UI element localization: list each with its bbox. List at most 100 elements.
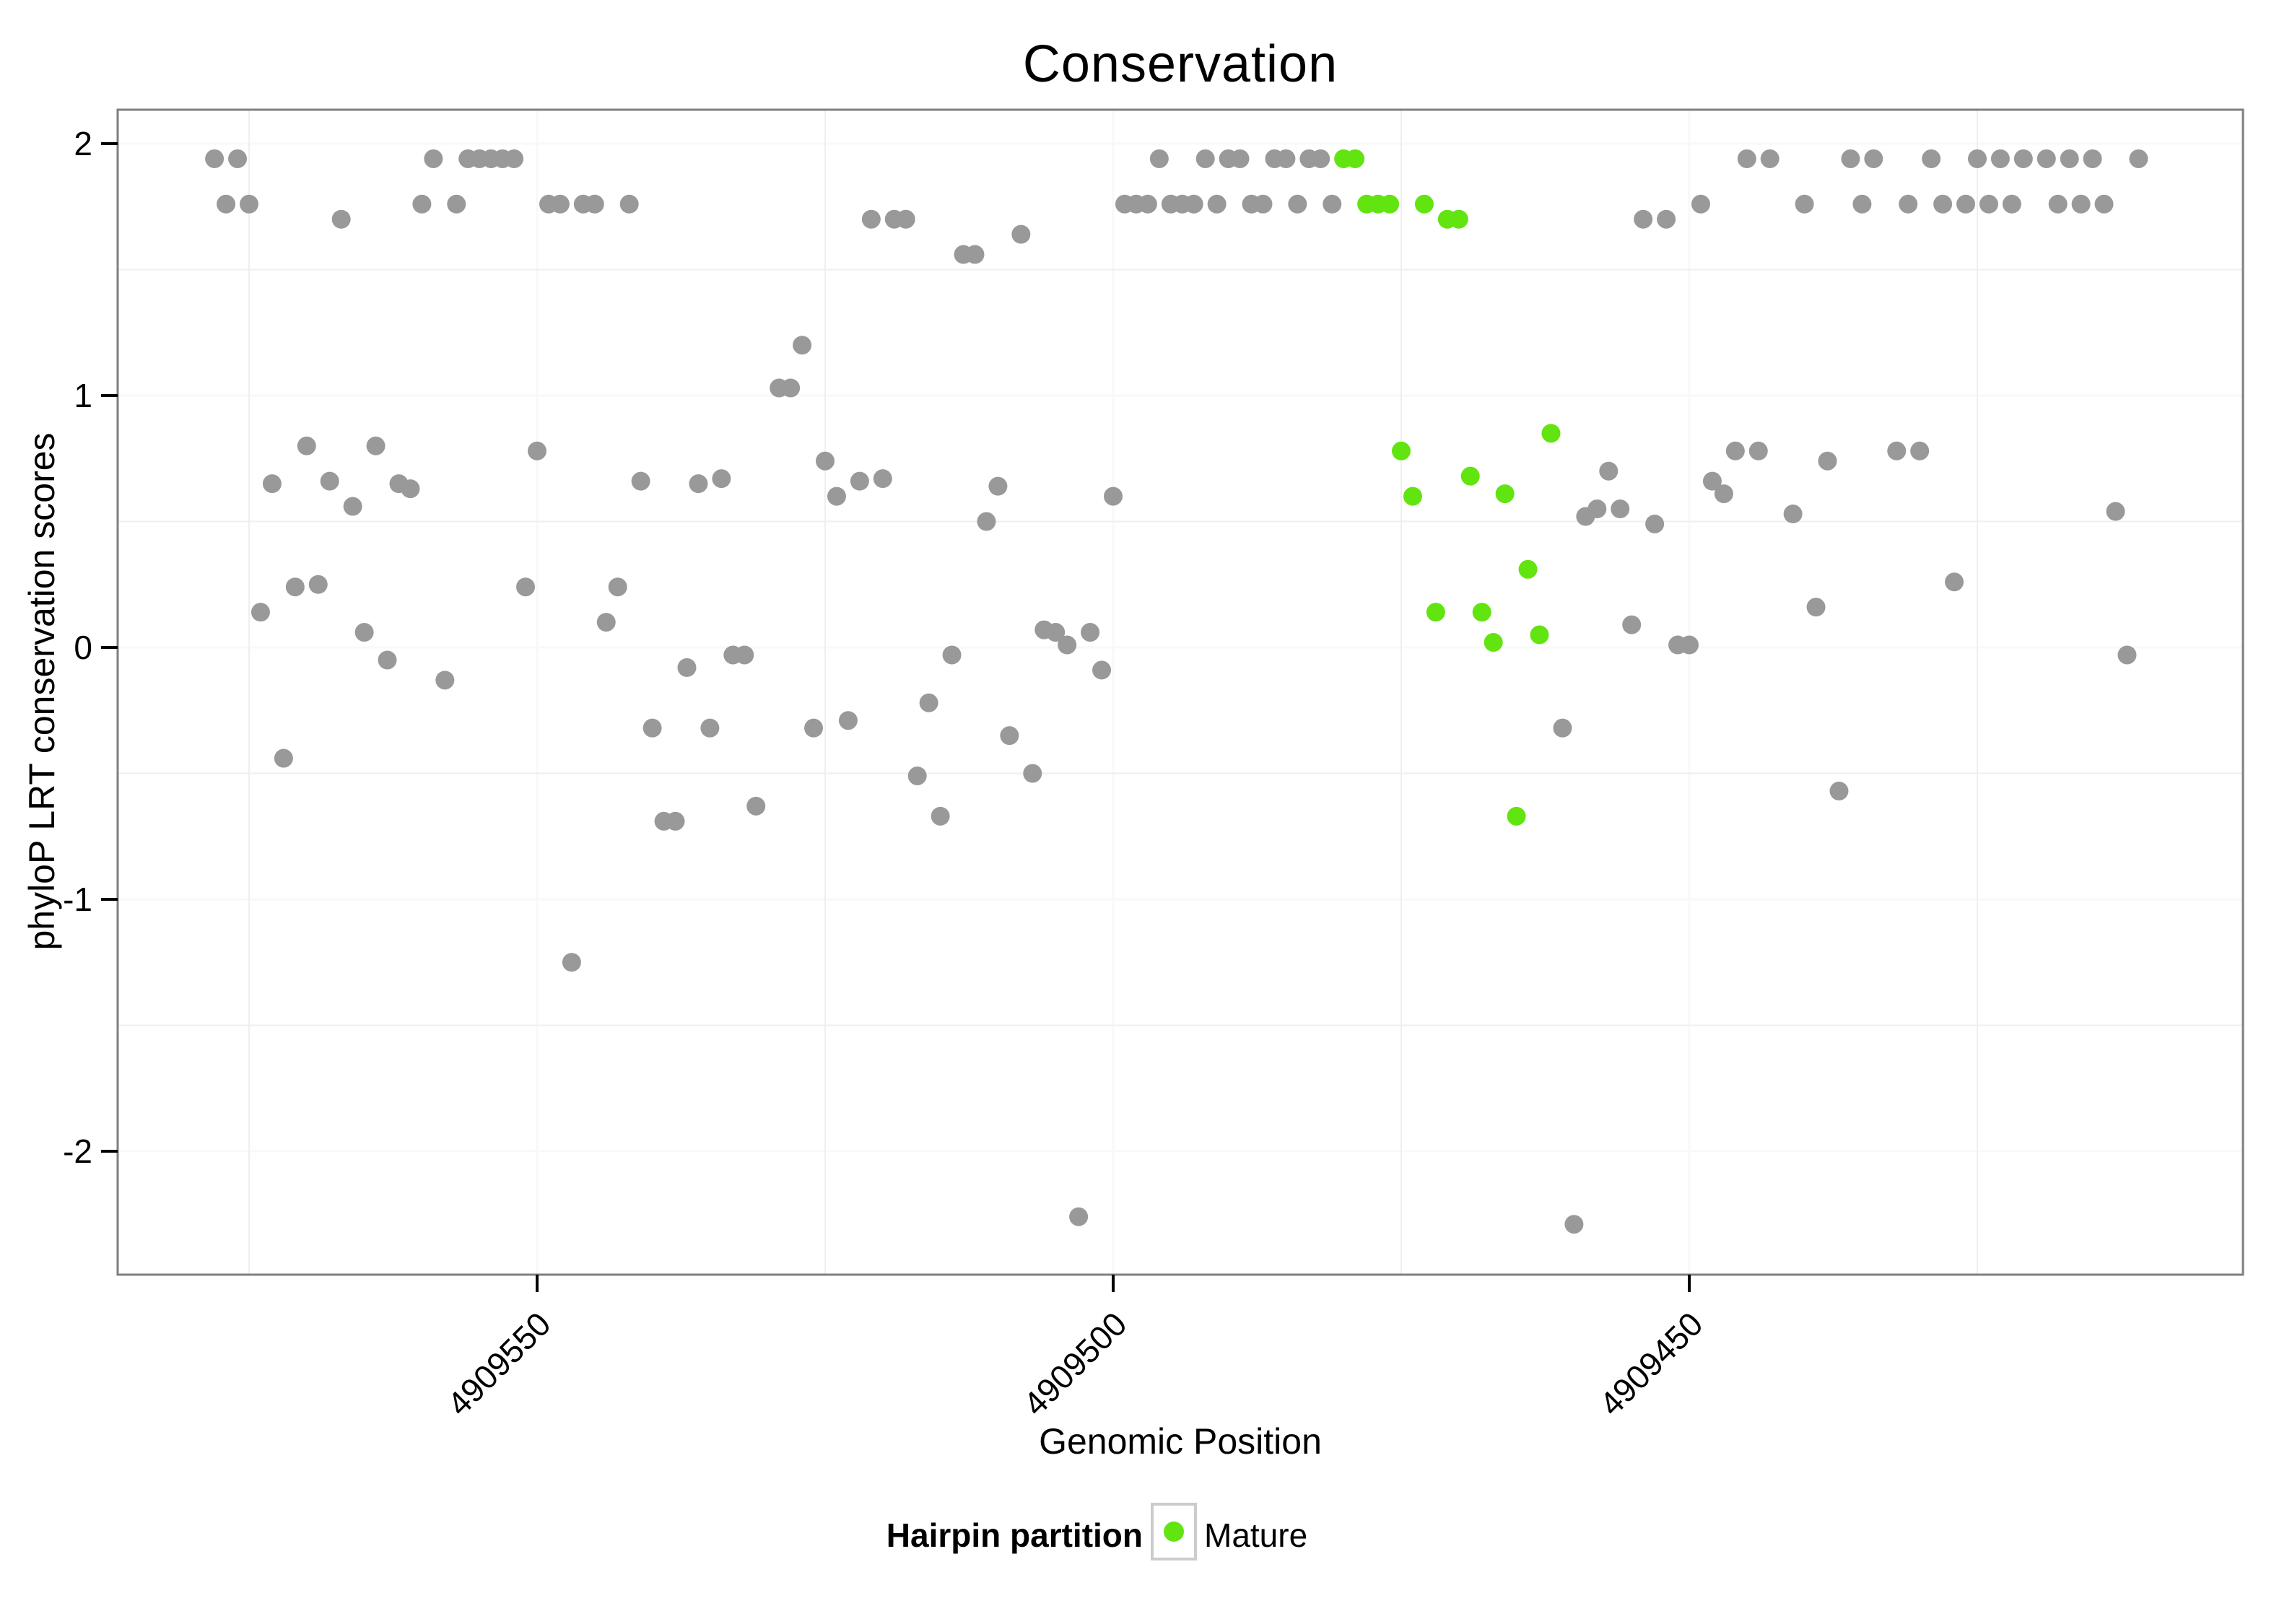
data-point — [793, 336, 812, 355]
data-point — [1553, 718, 1572, 738]
data-point — [1195, 149, 1215, 168]
data-point — [977, 512, 996, 531]
data-point — [1852, 194, 1872, 214]
data-point — [2013, 149, 2033, 168]
data-point — [1680, 635, 1699, 655]
data-point — [1864, 149, 1883, 168]
data-point-mature — [1392, 441, 1411, 460]
data-point — [1564, 1215, 1584, 1234]
data-point — [596, 613, 616, 632]
data-point — [838, 711, 858, 730]
data-point — [2036, 149, 2056, 168]
data-point — [424, 149, 443, 168]
data-point — [550, 194, 570, 214]
data-point — [251, 603, 270, 622]
data-point — [642, 718, 662, 738]
data-point — [746, 796, 766, 816]
data-point — [217, 194, 236, 214]
data-point — [297, 436, 316, 455]
legend-item-label: Mature — [1204, 1516, 1308, 1554]
data-point — [781, 378, 801, 398]
data-point — [1737, 149, 1756, 168]
data-point — [988, 476, 1008, 496]
data-point — [2129, 149, 2148, 168]
data-point — [2048, 194, 2068, 214]
x-axis-title: Genomic Position — [1039, 1421, 1322, 1462]
data-point — [1945, 572, 1964, 592]
data-point — [562, 953, 581, 972]
data-point-mature — [1530, 625, 1549, 645]
data-point — [907, 766, 927, 785]
data-point — [585, 194, 604, 214]
chart-title: Conservation — [1022, 35, 1338, 93]
data-point — [965, 245, 985, 264]
data-point — [712, 469, 731, 489]
data-point — [1092, 660, 1112, 680]
data-point — [827, 486, 846, 506]
data-point — [435, 671, 455, 690]
data-point — [1760, 149, 1779, 168]
data-point — [896, 209, 915, 229]
data-point-mature — [1541, 424, 1561, 443]
data-point — [677, 658, 697, 677]
data-point — [608, 577, 627, 597]
data-point — [1184, 194, 1203, 214]
data-point — [1046, 623, 1066, 642]
data-point — [320, 471, 339, 491]
y-tick-label: -2 — [63, 1132, 92, 1170]
data-point — [1795, 194, 1814, 214]
data-point — [2094, 194, 2114, 214]
data-point — [1011, 224, 1031, 244]
data-point — [1023, 764, 1042, 783]
data-point-mature — [1380, 194, 1400, 214]
legend-title: Hairpin partition — [886, 1516, 1143, 1554]
data-point — [1829, 781, 1849, 800]
data-point — [1702, 471, 1722, 491]
data-point — [666, 811, 685, 831]
data-point — [1714, 484, 1733, 504]
data-point — [1230, 149, 1250, 168]
data-point — [942, 645, 962, 665]
data-point-mature — [1449, 209, 1468, 229]
data-point-mature — [1414, 194, 1434, 214]
y-tick-label: 2 — [74, 125, 92, 162]
data-point — [2106, 502, 2125, 521]
data-point-mature — [1484, 633, 1503, 652]
data-point-mature — [1518, 559, 1538, 579]
data-point — [528, 441, 546, 460]
data-point — [1899, 194, 1918, 214]
data-point — [1587, 499, 1607, 519]
y-tick-label: -1 — [63, 881, 92, 918]
data-point — [1253, 194, 1273, 214]
y-tick-label: 0 — [74, 629, 92, 666]
data-point — [1887, 441, 1907, 460]
data-point — [354, 623, 374, 642]
data-point — [1933, 194, 1953, 214]
data-point — [228, 149, 248, 168]
data-point — [447, 194, 466, 214]
data-point — [700, 718, 720, 738]
data-point — [1783, 505, 1803, 524]
legend-key-box — [1151, 1503, 1197, 1560]
data-point — [1956, 194, 1976, 214]
data-point — [1288, 194, 1307, 214]
data-point — [1748, 441, 1768, 460]
data-point — [861, 209, 881, 229]
data-point — [2071, 194, 2091, 214]
data-point-mature — [1495, 484, 1515, 504]
data-point — [735, 645, 754, 665]
data-point — [1058, 635, 1077, 655]
data-point-mature — [1346, 149, 1365, 168]
data-point — [1138, 194, 1157, 214]
data-point — [1922, 149, 1941, 168]
mature-point-icon — [1164, 1522, 1184, 1542]
data-point — [1149, 149, 1169, 168]
data-point-mature — [1426, 603, 1445, 622]
data-point — [1806, 598, 1826, 617]
data-point — [516, 577, 536, 597]
data-point — [2060, 149, 2079, 168]
data-point — [804, 718, 824, 738]
data-point — [1207, 194, 1227, 214]
